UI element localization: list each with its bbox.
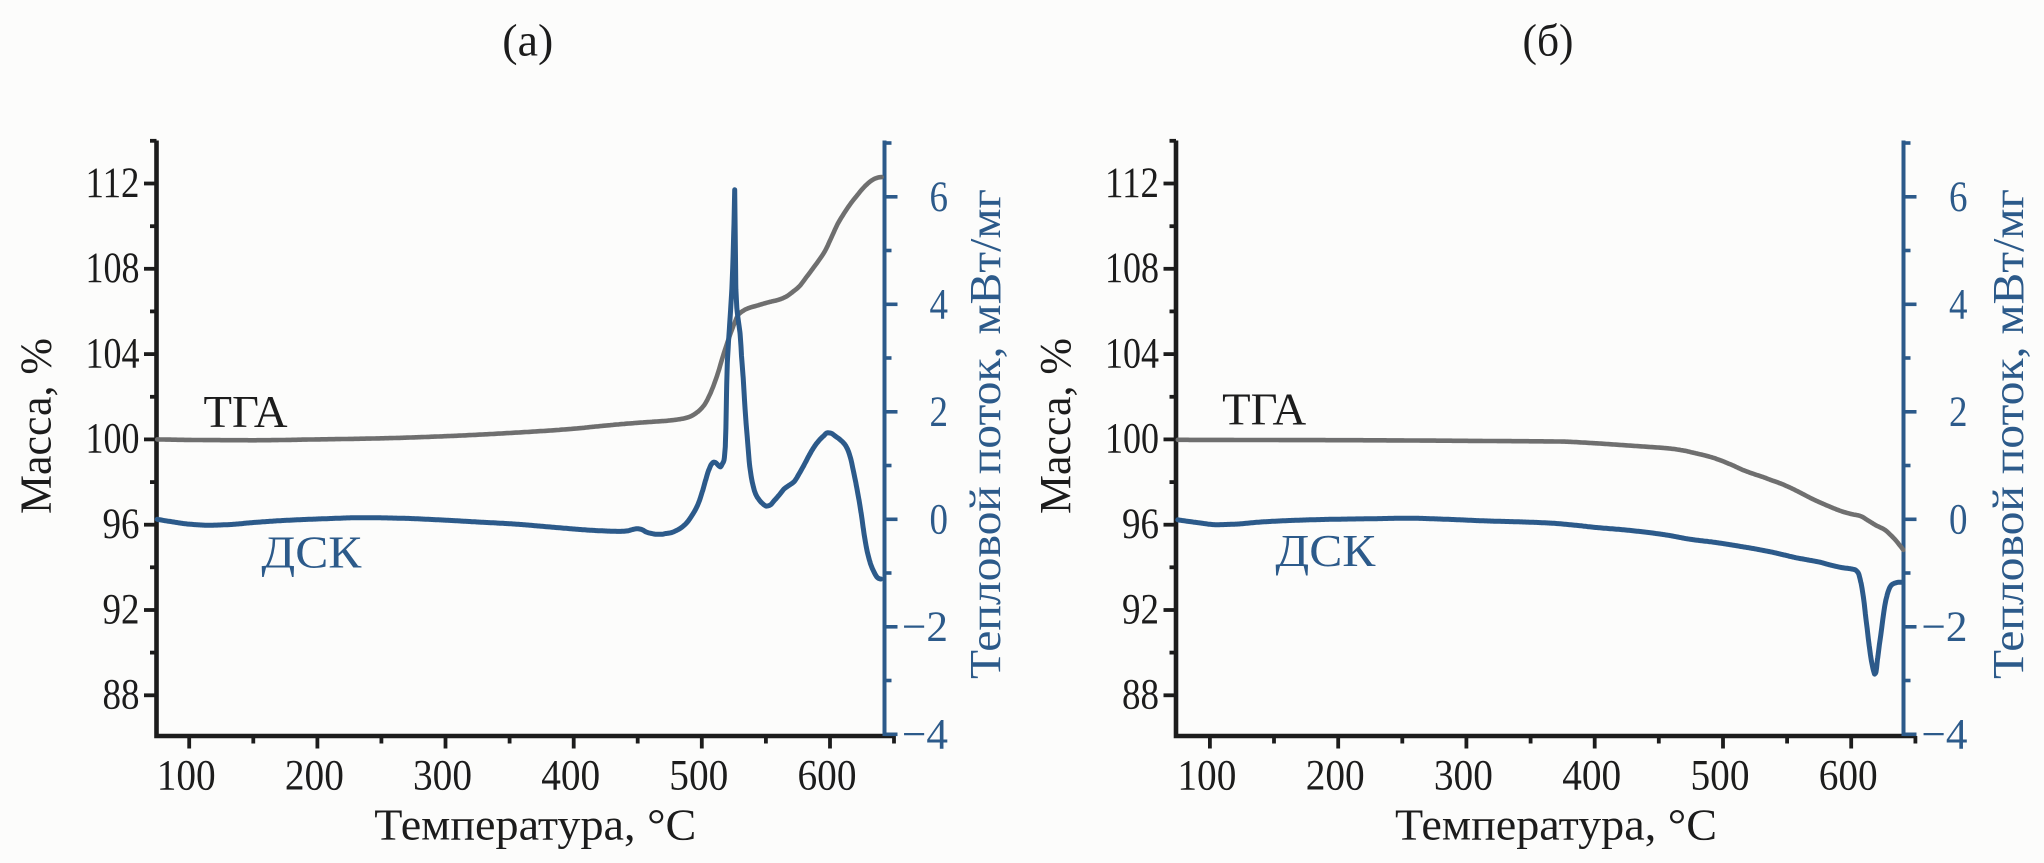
svg-text:400: 400: [1562, 752, 1621, 799]
svg-text:0: 0: [930, 497, 949, 544]
svg-text:400: 400: [541, 752, 600, 799]
svg-text:600: 600: [798, 752, 857, 799]
svg-text:2: 2: [1949, 389, 1968, 436]
svg-text:(а): (а): [502, 16, 553, 66]
svg-text:200: 200: [1306, 752, 1365, 799]
svg-text:100: 100: [1177, 752, 1236, 799]
svg-text:−4: −4: [1922, 712, 1968, 759]
svg-text:112: 112: [1105, 160, 1159, 207]
svg-text:300: 300: [1434, 752, 1493, 799]
svg-text:96: 96: [1122, 501, 1159, 548]
svg-text:100: 100: [157, 752, 216, 799]
svg-text:Тепловой поток, мВт/мг: Тепловой поток, мВт/мг: [961, 189, 1010, 679]
svg-text:2: 2: [930, 389, 949, 436]
svg-text:4: 4: [930, 282, 949, 329]
svg-text:ТГА: ТГА: [204, 387, 289, 437]
svg-text:300: 300: [413, 752, 472, 799]
svg-text:6: 6: [930, 174, 949, 221]
svg-text:Температура, °C: Температура, °C: [1395, 801, 1717, 850]
svg-text:500: 500: [1691, 752, 1750, 799]
svg-text:ДСК: ДСК: [261, 526, 361, 577]
svg-text:−2: −2: [1922, 604, 1968, 651]
svg-text:112: 112: [86, 160, 140, 207]
svg-text:88: 88: [1122, 672, 1159, 719]
svg-text:600: 600: [1819, 752, 1878, 799]
svg-text:Масса, %: Масса, %: [12, 338, 61, 514]
svg-text:92: 92: [1122, 586, 1159, 633]
svg-text:Температура, °C: Температура, °C: [374, 801, 696, 850]
svg-text:Тепловой поток, мВт/мг: Тепловой поток, мВт/мг: [1984, 189, 2033, 679]
svg-text:4: 4: [1949, 282, 1968, 329]
svg-text:100: 100: [1105, 416, 1159, 463]
svg-text:104: 104: [86, 330, 140, 377]
svg-text:(б): (б): [1523, 16, 1574, 66]
svg-text:ДСК: ДСК: [1275, 525, 1375, 576]
svg-text:0: 0: [1949, 497, 1968, 544]
svg-text:108: 108: [86, 245, 140, 292]
svg-text:92: 92: [103, 586, 140, 633]
svg-text:500: 500: [669, 752, 728, 799]
svg-text:−4: −4: [902, 712, 948, 759]
svg-text:ТГА: ТГА: [1222, 385, 1307, 435]
svg-text:−2: −2: [902, 604, 948, 651]
svg-text:108: 108: [1105, 245, 1159, 292]
svg-text:104: 104: [1105, 330, 1159, 377]
svg-text:88: 88: [103, 672, 140, 719]
svg-text:96: 96: [103, 501, 140, 548]
svg-text:Масса, %: Масса, %: [1031, 338, 1080, 514]
svg-text:6: 6: [1949, 174, 1968, 221]
svg-text:100: 100: [86, 416, 140, 463]
svg-text:200: 200: [285, 752, 344, 799]
